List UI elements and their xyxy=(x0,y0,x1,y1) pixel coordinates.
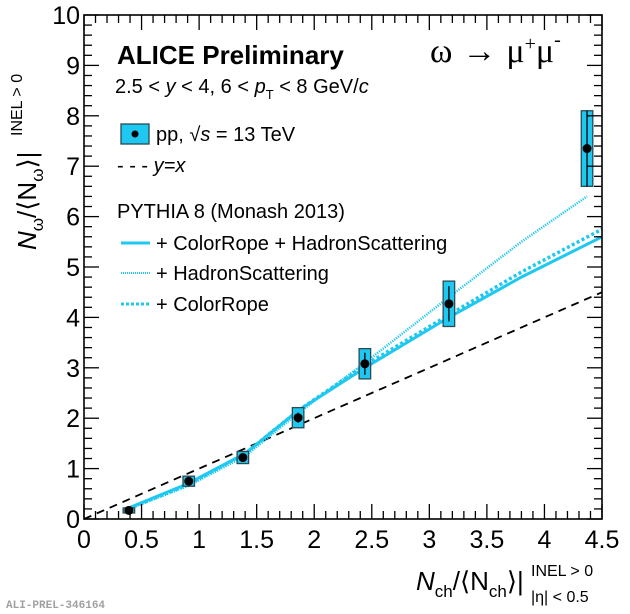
y-tick-label: 3 xyxy=(66,355,80,383)
legend-label-diagonal: - - - y=x xyxy=(117,155,186,177)
legend-entry-data: pp, √s = 13 TeV xyxy=(120,123,296,146)
data-marker xyxy=(582,144,592,154)
legend-entry-colorrope-hadronscattering: + ColorRope + HadronScattering xyxy=(121,233,447,255)
line-y-equals-x xyxy=(83,291,603,520)
data-marker xyxy=(444,299,454,309)
data-point xyxy=(291,406,305,429)
axis-ticks xyxy=(83,14,603,520)
y-tick-label: 10 xyxy=(52,2,80,30)
data-marker xyxy=(293,413,303,423)
legend-label-data: pp, √s = 13 TeV xyxy=(156,124,296,146)
x-axis-label: Nch/⟨Nch⟩| INEL > 0 |η| < 0.5 xyxy=(416,563,593,606)
legend-label-fine-dotted: + HadronScattering xyxy=(156,263,329,285)
legend-header-pythia: PYTHIA 8 (Monash 2013) xyxy=(117,201,345,223)
x-axis-label-superscript: INEL > 0 xyxy=(531,563,593,580)
legend-entry-colorrope: + ColorRope xyxy=(121,294,269,316)
y-tick-label: 4 xyxy=(66,304,80,332)
data-point xyxy=(442,280,456,328)
data-marker xyxy=(360,359,370,369)
legend-entry-diagonal: - - - y=x xyxy=(117,155,186,177)
legend: pp, √s = 13 TeV - - - y=x PYTHIA 8 (Mona… xyxy=(117,123,447,316)
y-axis-label-superscript: INEL > 0 xyxy=(9,74,26,136)
data-point xyxy=(122,505,136,515)
data-point xyxy=(182,475,196,487)
x-tick-label: 3 xyxy=(422,526,436,554)
watermark: ALI-PREL-346164 xyxy=(6,600,105,612)
data-point xyxy=(358,347,372,380)
y-tick-label: 7 xyxy=(66,153,80,181)
chart-subtitle: 2.5 < y < 4, 6 < pT < 8 GeV/c xyxy=(115,76,369,102)
y-tick-label: 0 xyxy=(66,506,80,534)
y-tick-label: 2 xyxy=(66,405,80,433)
chart-title: ALICE Preliminary xyxy=(117,40,344,70)
data-marker xyxy=(238,453,248,463)
x-tick-label: 4 xyxy=(537,526,551,554)
legend-entry-hadronscattering: + HadronScattering xyxy=(121,263,329,285)
process-label: ω → μ+μ- xyxy=(430,29,561,70)
x-tick-label: 4.5 xyxy=(585,526,620,554)
x-tick-label: 1.5 xyxy=(239,526,274,554)
y-tick-label: 6 xyxy=(66,204,80,232)
y-axis-label: Nω/⟨Nω⟩| INEL > 0 xyxy=(9,74,47,250)
y-tick-label: 1 xyxy=(66,456,80,484)
data-marker xyxy=(124,505,134,515)
curve-colorrope-hadronscattering xyxy=(128,235,603,510)
svg-text:Nch/⟨Nch⟩|: Nch/⟨Nch⟩| xyxy=(416,566,524,601)
y-tick-label: 9 xyxy=(66,52,80,80)
y-tick-label: 5 xyxy=(66,254,80,282)
legend-point-symbol xyxy=(131,130,139,138)
x-tick-label: 0 xyxy=(77,526,91,554)
x-tick-label: 2.5 xyxy=(354,526,389,554)
svg-text:Nω/⟨Nω⟩|: Nω/⟨Nω⟩| xyxy=(12,152,47,250)
data-point xyxy=(236,450,250,465)
data-marker xyxy=(184,476,194,486)
x-tick-label: 3.5 xyxy=(470,526,505,554)
legend-label-solid: + ColorRope + HadronScattering xyxy=(156,233,447,255)
x-axis-label-subscript: |η| < 0.5 xyxy=(531,589,589,606)
legend-label-dotted: + ColorRope xyxy=(156,294,269,316)
y-tick-label: 8 xyxy=(66,103,80,131)
data-point xyxy=(580,110,594,188)
x-tick-label: 1 xyxy=(192,526,206,554)
x-tick-label: 2 xyxy=(307,526,321,554)
x-tick-label: 0.5 xyxy=(124,526,159,554)
